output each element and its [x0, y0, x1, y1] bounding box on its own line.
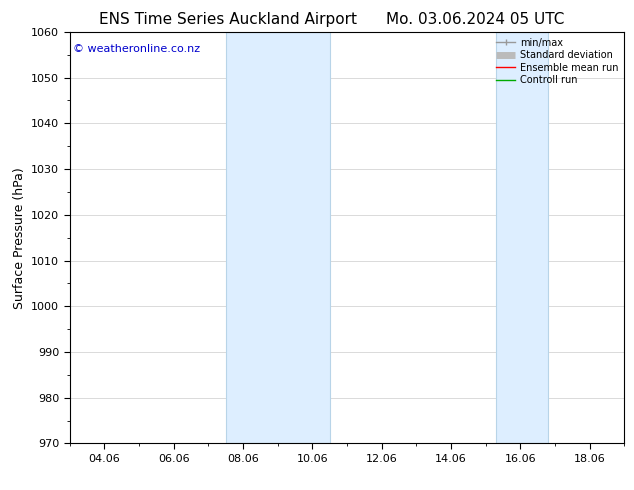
- Bar: [226, 32, 330, 443]
- Text: © weatheronline.co.nz: © weatheronline.co.nz: [72, 44, 200, 54]
- Y-axis label: Surface Pressure (hPa): Surface Pressure (hPa): [13, 167, 25, 309]
- Text: Mo. 03.06.2024 05 UTC: Mo. 03.06.2024 05 UTC: [386, 12, 565, 27]
- Bar: [496, 32, 548, 443]
- Legend: min/max, Standard deviation, Ensemble mean run, Controll run: min/max, Standard deviation, Ensemble me…: [492, 34, 623, 89]
- Text: ENS Time Series Auckland Airport: ENS Time Series Auckland Airport: [100, 12, 357, 27]
